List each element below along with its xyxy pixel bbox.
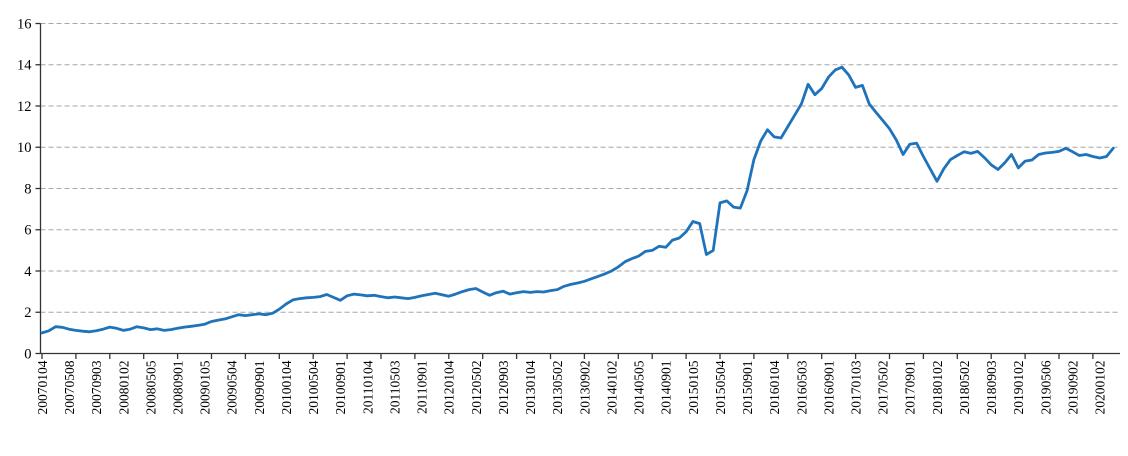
x-axis-label: 20150901	[740, 361, 755, 415]
y-axis-label: 6	[24, 223, 31, 239]
x-axis-label: 20200102	[1093, 361, 1108, 415]
x-axis-label: 20130902	[577, 361, 592, 415]
x-axis-label: 20180903	[984, 360, 999, 414]
x-axis-label: 20180502	[957, 361, 972, 415]
x-axis-label: 20180102	[930, 361, 945, 415]
x-axis-label: 20090504	[225, 360, 240, 414]
y-axis-label: 12	[17, 99, 32, 115]
y-axis-label: 16	[17, 16, 32, 32]
x-axis-label: 20090105	[198, 360, 213, 414]
x-axis-label: 20190902	[1065, 361, 1080, 415]
x-axis-label: 20080505	[143, 360, 158, 414]
x-axis-label: 20170901	[903, 361, 918, 415]
x-axis-label: 20100104	[279, 360, 294, 414]
x-axis-label: 20150105	[686, 360, 701, 414]
x-axis-label: 20070903	[89, 360, 104, 414]
x-axis-label: 20080901	[171, 361, 186, 415]
y-axis-label: 10	[17, 140, 32, 156]
x-axis-label: 20080102	[116, 361, 131, 415]
x-axis-label: 20110104	[360, 360, 375, 414]
x-axis-label: 20170103	[849, 360, 864, 414]
x-axis-label: 20150504	[713, 360, 728, 414]
x-axis-label: 20160901	[821, 361, 836, 415]
y-axis-label: 2	[24, 305, 31, 321]
x-axis-label: 20070508	[62, 360, 77, 414]
x-axis-label: 20120104	[442, 360, 457, 414]
y-axis-label: 4	[24, 264, 32, 280]
x-axis-label: 20160503	[794, 360, 809, 414]
x-axis-label: 20100901	[333, 361, 348, 415]
x-axis-label: 20140102	[604, 361, 619, 415]
x-axis-label: 20160104	[767, 360, 782, 414]
x-axis-label: 20130104	[523, 360, 538, 414]
x-axis-label: 20140505	[632, 360, 647, 414]
x-axis-label: 20070104	[35, 360, 50, 414]
x-axis-label: 20120903	[496, 360, 511, 414]
x-axis-label: 20140901	[659, 361, 674, 415]
x-axis-label: 20120502	[469, 361, 484, 415]
x-axis-label: 20190102	[1011, 361, 1026, 415]
x-axis-label: 20190506	[1038, 360, 1053, 414]
y-axis-label: 14	[17, 58, 32, 74]
series-line	[40, 65, 1115, 335]
x-axis-label: 20170502	[876, 361, 891, 415]
x-axis-label: 20110503	[387, 360, 402, 414]
y-axis-label: 0	[24, 346, 31, 362]
x-axis-label: 20090901	[252, 361, 267, 415]
x-axis-label: 20130502	[550, 361, 565, 415]
x-axis-label: 20100504	[306, 360, 321, 414]
y-axis-label: 8	[24, 181, 31, 197]
x-axis-label: 20110901	[415, 361, 430, 415]
